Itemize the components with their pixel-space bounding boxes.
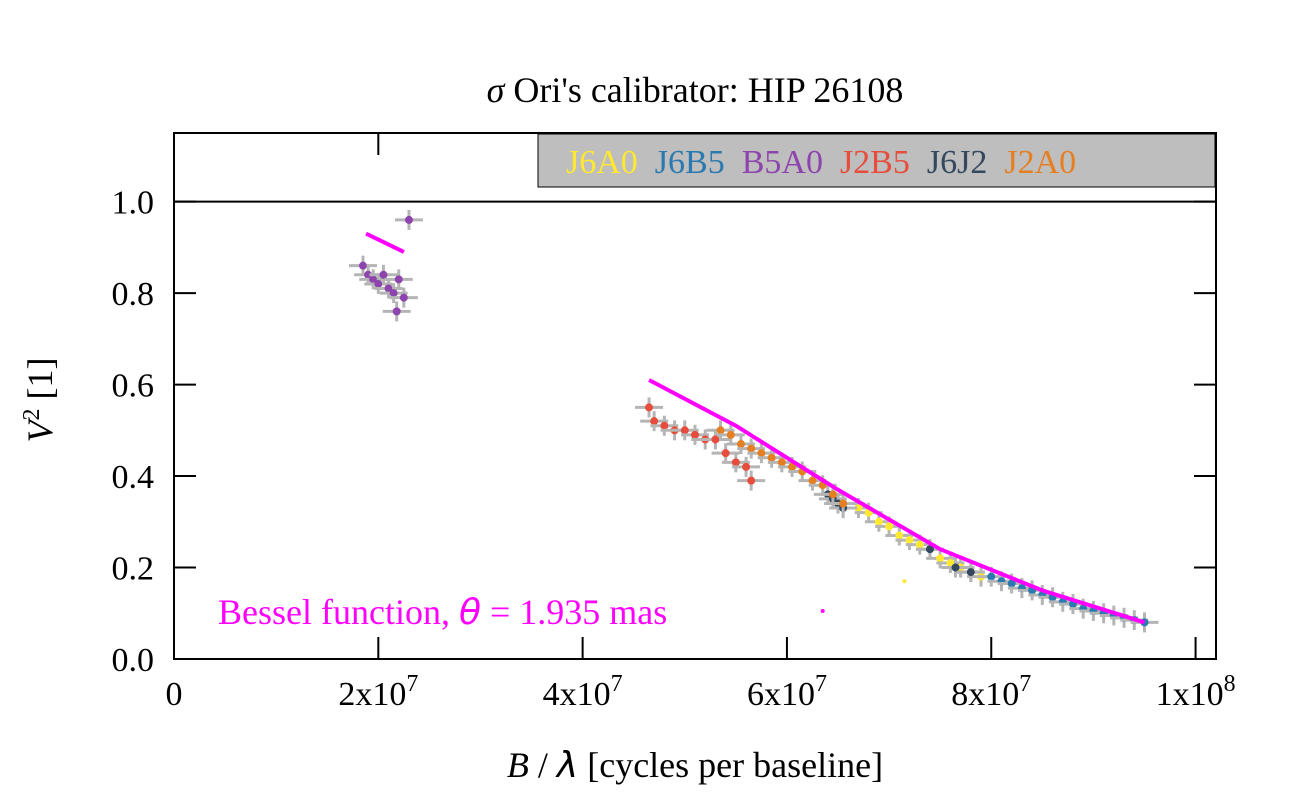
legend-entries: J6A0 J6B5 B5A0 J2B5 J6J2 J2A0 bbox=[566, 144, 1076, 181]
data-point-j2b5 bbox=[711, 435, 720, 444]
title-text: Ori's calibrator: HIP 26108 bbox=[504, 70, 903, 110]
chart-title: σ Ori's calibrator: HIP 26108 bbox=[487, 70, 904, 110]
data-point-b5a0 bbox=[392, 307, 401, 316]
data-point-j6a0 bbox=[905, 536, 914, 545]
y-tick-label: 1.0 bbox=[112, 185, 155, 222]
data-point-j2b5 bbox=[721, 449, 730, 458]
data-layer bbox=[348, 209, 1159, 633]
y-label-base: V bbox=[20, 416, 60, 442]
data-point-j2a0 bbox=[808, 476, 817, 485]
data-point-j2a0 bbox=[757, 449, 766, 458]
data-point-j2a0 bbox=[736, 440, 745, 449]
y-axis-label: V2 [1] bbox=[19, 358, 60, 443]
x-tick-label: 0 bbox=[166, 676, 183, 713]
legend-entry-j6a0: J6A0 bbox=[566, 144, 638, 181]
legend-entry-j6b5: J6B5 bbox=[638, 144, 725, 181]
legend-entry-j6j2: J6J2 bbox=[910, 144, 987, 181]
data-point-b5a0 bbox=[389, 289, 398, 298]
data-point-j2b5 bbox=[691, 430, 699, 439]
fit-b5a0-line bbox=[365, 231, 405, 254]
fit-layer bbox=[365, 231, 1146, 625]
data-point-j2b5 bbox=[747, 476, 756, 485]
data-point-j2a0 bbox=[839, 499, 848, 508]
x-label-lambda: λ bbox=[555, 745, 578, 786]
data-point-j6a0 bbox=[915, 540, 924, 549]
outlier-point bbox=[902, 579, 907, 584]
legend-entry-j2b5: J2B5 bbox=[823, 144, 910, 181]
data-point-j6a0 bbox=[874, 517, 883, 526]
y-tick-label: 0.2 bbox=[112, 551, 155, 588]
data-point-j6b5 bbox=[1007, 579, 1016, 588]
x-tick-label: 4x107 bbox=[543, 671, 623, 713]
data-point-b5a0 bbox=[399, 293, 408, 302]
y-tick-label: 0.8 bbox=[112, 276, 155, 313]
fit-main-line bbox=[648, 378, 1146, 625]
legend-entry-j2a0: J2A0 bbox=[987, 144, 1076, 181]
plot-frame bbox=[173, 132, 1217, 660]
data-point-j6a0 bbox=[885, 522, 894, 531]
x-tick-label: 8x107 bbox=[951, 671, 1031, 713]
x-label-text: [cycles per baseline] bbox=[578, 745, 883, 785]
annotation-prefix: Bessel function, bbox=[218, 592, 459, 632]
y-tick-label: 0.4 bbox=[112, 459, 155, 496]
x-axis-label: B / λ [cycles per baseline] bbox=[507, 745, 883, 786]
bessel-annotation: Bessel function, θ = 1.935 mas bbox=[218, 592, 667, 633]
data-point-j2a0 bbox=[747, 444, 756, 453]
data-point-b5a0 bbox=[404, 215, 413, 224]
data-point-j6a0 bbox=[946, 558, 955, 567]
y-tick-label: 0.6 bbox=[112, 368, 155, 405]
x-tick-label: 6x107 bbox=[747, 671, 827, 713]
data-point-j2a0 bbox=[788, 462, 797, 471]
legend-entry-b5a0: B5A0 bbox=[725, 144, 823, 181]
y-label-text: [1] bbox=[20, 358, 60, 409]
data-point-j2b5 bbox=[742, 462, 751, 471]
data-point-j2a0 bbox=[716, 426, 725, 435]
data-point-b5a0 bbox=[374, 279, 383, 288]
data-point-j2a0 bbox=[777, 458, 786, 467]
data-point-j2a0 bbox=[828, 490, 837, 499]
data-point-j2b5 bbox=[645, 403, 654, 412]
data-point-j6j2 bbox=[925, 545, 934, 554]
legend: J6A0 J6B5 B5A0 J2B5 J6J2 J2A0 bbox=[537, 133, 1216, 188]
data-point-b5a0 bbox=[394, 275, 403, 284]
data-point-j2b5 bbox=[731, 458, 740, 467]
data-point-j6a0 bbox=[936, 554, 945, 563]
y-tick-label: 0.0 bbox=[112, 642, 155, 679]
legend-box bbox=[537, 133, 1216, 188]
data-point-b5a0 bbox=[379, 270, 388, 279]
y-label-sup: 2 bbox=[19, 408, 45, 420]
data-point-j6a0 bbox=[854, 504, 863, 513]
annotation-suffix: = 1.935 mas bbox=[481, 592, 667, 632]
x-label-b: B bbox=[507, 745, 529, 785]
data-point-j2b5 bbox=[660, 421, 669, 430]
data-point-j2a0 bbox=[726, 430, 735, 439]
x-label-sep: / bbox=[529, 745, 557, 785]
data-point-j6j2 bbox=[951, 563, 960, 572]
data-point-j2b5 bbox=[680, 426, 689, 435]
data-point-b5a0 bbox=[358, 261, 367, 270]
data-point-j6b5 bbox=[987, 572, 996, 581]
title-symbol: σ bbox=[487, 70, 506, 110]
data-point-j2a0 bbox=[767, 453, 776, 462]
x-tick-label: 2x107 bbox=[338, 671, 418, 713]
data-point-j6j2 bbox=[966, 568, 975, 577]
x-tick-label: 1x108 bbox=[1156, 671, 1236, 713]
annotation-symbol: θ bbox=[459, 592, 481, 633]
data-point-j6a0 bbox=[895, 531, 904, 540]
data-point-j2b5 bbox=[650, 417, 659, 426]
data-point-b5a0 bbox=[369, 275, 378, 284]
outlier-point bbox=[820, 608, 825, 613]
data-point-b5a0 bbox=[364, 270, 373, 279]
data-point-b5a0 bbox=[384, 284, 393, 293]
